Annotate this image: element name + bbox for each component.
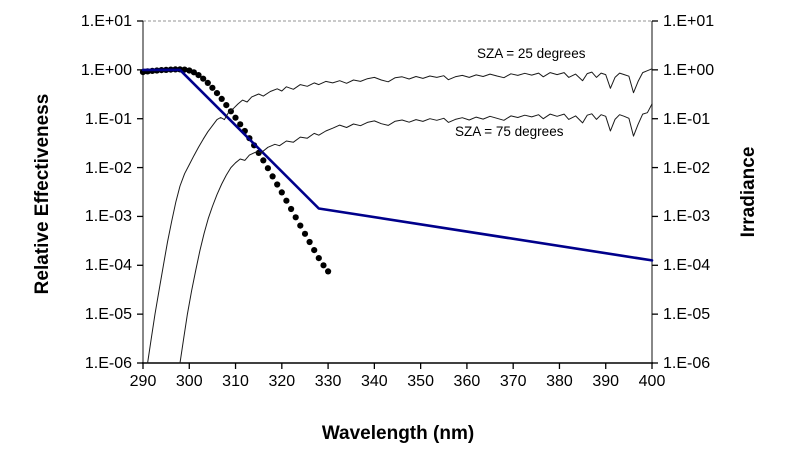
series-dot-action-spectrum-dotted [218, 95, 225, 102]
series-dot-action-spectrum-dotted [301, 230, 309, 237]
series-dot-action-spectrum-dotted [283, 197, 290, 204]
series-dot-action-spectrum-dotted [237, 121, 244, 128]
left-y-tick-label: 1.E-06 [84, 355, 132, 372]
series-dot-action-spectrum-dotted [190, 69, 197, 76]
series-dot-action-spectrum-dotted [269, 173, 276, 180]
series-irradiance-sza75 [179, 103, 653, 364]
series-dot-action-spectrum-dotted [292, 214, 299, 221]
series-dot-action-spectrum-dotted [260, 157, 267, 164]
series-irradiance-sza25 [147, 68, 653, 364]
series-dot-action-spectrum-dotted [311, 247, 318, 254]
x-tick-label: 350 [407, 373, 434, 390]
right-axis-title: Irradiance [738, 146, 759, 238]
x-tick-label: 390 [592, 373, 620, 390]
left-axis-title: Relative Effectiveness [32, 93, 53, 295]
x-tick-label: 360 [453, 373, 481, 390]
series-dot-action-spectrum-dotted [232, 114, 239, 121]
right-y-tick-label: 1.E-05 [663, 306, 711, 324]
left-y-tick-label: 1.E-04 [84, 257, 132, 275]
left-y-tick-label: 1.E-05 [84, 306, 132, 324]
right-y-tick-label: 1.E-03 [663, 208, 711, 226]
annotation-sza-25: SZA = 25 degrees [477, 46, 586, 61]
series-dot-action-spectrum-dotted [278, 189, 285, 196]
right-y-tick-label: 1.E+00 [663, 61, 715, 79]
x-tick-label: 400 [638, 373, 666, 390]
series-dot-action-spectrum-dotted [209, 84, 216, 91]
x-tick-label: 320 [268, 373, 296, 390]
left-y-tick-label: 1.E+01 [80, 13, 132, 30]
series-dot-action-spectrum-dotted [297, 222, 304, 229]
left-y-tick-label: 1.E-01 [84, 110, 132, 128]
x-tick-label: 380 [546, 373, 573, 390]
x-axis-title: Wavelength (nm) [321, 423, 475, 444]
x-tick-label: 340 [361, 373, 388, 390]
right-y-tick-label: 1.E-02 [663, 159, 711, 177]
left-y-tick-label: 1.E-02 [84, 159, 132, 177]
right-y-tick-label: 1.E-01 [663, 110, 711, 128]
x-tick-label: 310 [222, 373, 249, 390]
series-dot-action-spectrum-dotted [200, 75, 207, 82]
x-tick-label: 300 [175, 373, 203, 390]
annotation-sza-75: SZA = 75 degrees [455, 124, 564, 139]
x-tick-label: 370 [499, 373, 527, 390]
series-dot-action-spectrum-dotted [306, 238, 313, 246]
left-y-tick-label: 1.E-03 [84, 208, 132, 226]
series-dot-action-spectrum-dotted [223, 102, 230, 109]
series-dot-action-spectrum-dotted [204, 79, 211, 86]
left-y-tick-label: 1.E+00 [80, 61, 132, 79]
right-y-tick-label: 1.E-04 [663, 257, 711, 275]
series-dot-action-spectrum-dotted [274, 181, 281, 188]
right-y-tick-label: 1.E+01 [663, 13, 715, 30]
series-dot-action-spectrum-dotted [288, 205, 295, 213]
series-dot-action-spectrum-dotted [320, 262, 327, 269]
x-tick-label: 290 [129, 373, 157, 390]
series-erythema-weighting-line [141, 68, 654, 262]
x-tick-label: 330 [314, 373, 342, 390]
series-dot-action-spectrum-dotted [264, 165, 271, 172]
series-dot-action-spectrum-dotted [325, 268, 332, 275]
series-dot-action-spectrum-dotted [315, 255, 322, 262]
series-dot-action-spectrum-dotted [213, 90, 221, 97]
right-y-tick-label: 1.E-06 [663, 355, 711, 372]
series-dot-action-spectrum-dotted [195, 72, 202, 79]
